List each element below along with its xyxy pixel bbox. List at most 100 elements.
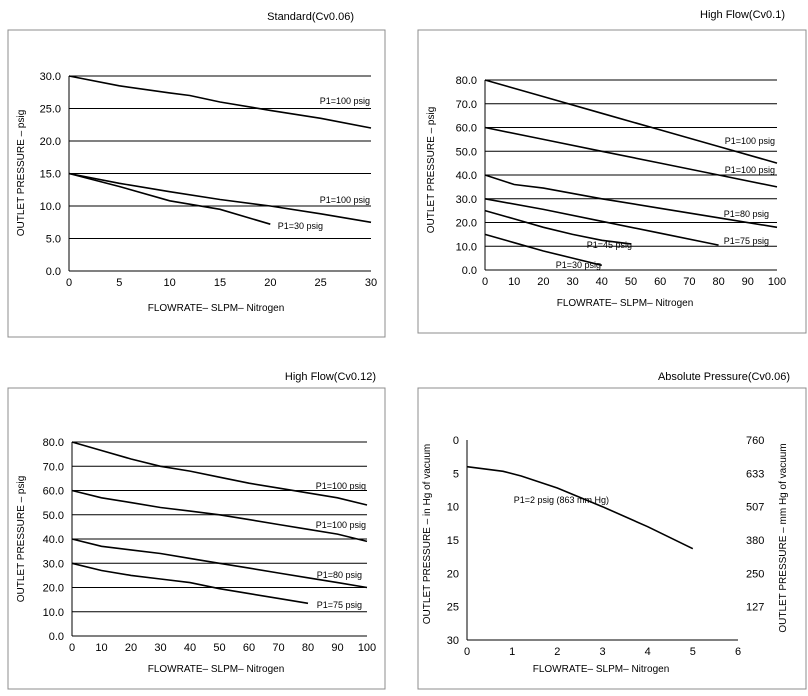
x-tick-label: 70: [683, 276, 695, 288]
x-tick-label: 25: [315, 277, 327, 289]
x-axis-label: FLOWRATE– SLPM– Nitrogen: [148, 664, 285, 675]
y-tick-label: 0.0: [462, 265, 477, 277]
right-y-tick-label: 507: [746, 502, 764, 514]
y-tick-label: 5.0: [46, 234, 61, 246]
chart-1: Standard(Cv0.06) 0.0 5.0 10.0 15.0 20.0 25.0 30…: [7, 11, 386, 338]
y-tick-label: 20.0: [43, 583, 64, 595]
series-label: P1=100 psig: [725, 165, 775, 175]
series-label: P1=100 psig: [316, 520, 366, 530]
y-tick-label: 30.0: [40, 71, 61, 83]
y-tick-label: 70.0: [43, 461, 64, 473]
right-y-axis-label: OUTLET PRESSURE – mm Hg of vacuum: [778, 443, 789, 632]
series-line: [68, 172, 372, 224]
series-line: [484, 209, 632, 245]
x-tick-label: 100: [768, 276, 786, 288]
y-tick-label: 30: [447, 635, 459, 647]
right-y-tick-label: 250: [746, 568, 764, 580]
chart-title: High Flow(Cv0.12): [285, 371, 376, 383]
y-tick-label: 10: [447, 502, 459, 514]
y-tick-label: 10.0: [40, 201, 61, 213]
y-tick-label: 80.0: [43, 437, 64, 449]
x-tick-label: 20: [537, 276, 549, 288]
series-line: [484, 126, 778, 188]
x-tick-label: 20: [125, 642, 137, 654]
x-tick-label: 40: [596, 276, 608, 288]
series-line: [71, 441, 368, 506]
right-y-tick-label: 380: [746, 535, 764, 547]
series-label: P1=45 psig: [587, 240, 632, 250]
y-tick-label: 20: [447, 568, 459, 580]
y-tick-label: 10.0: [43, 607, 64, 619]
y-tick-label: 80.0: [456, 75, 477, 87]
x-tick-label: 20: [264, 277, 276, 289]
series-label: P1=100 psig: [320, 96, 370, 106]
y-axis-label: OUTLET PRESSURE – psig: [426, 107, 437, 234]
series-label: P1=30 psig: [556, 260, 601, 270]
series-line: [466, 465, 694, 550]
series-line: [71, 538, 368, 589]
series-label: P1=100 psig: [316, 481, 366, 491]
y-axis-label: OUTLET PRESSURE – in Hg of vacuum: [422, 444, 433, 624]
x-tick-label: 30: [566, 276, 578, 288]
right-y-tick-label: 633: [746, 468, 764, 480]
series-line: [484, 174, 778, 229]
x-tick-label: 15: [214, 277, 226, 289]
x-axis-label: FLOWRATE– SLPM– Nitrogen: [148, 303, 285, 314]
x-tick-label: 0: [482, 276, 488, 288]
chart-panel: [7, 29, 386, 338]
series-label: P1=2 psig (863 mm Hg): [514, 495, 609, 505]
x-tick-label: 90: [742, 276, 754, 288]
chart-title: Standard(Cv0.06): [267, 11, 354, 23]
y-tick-label: 60.0: [456, 123, 477, 135]
y-tick-label: 20.0: [40, 136, 61, 148]
y-tick-label: 15: [447, 535, 459, 547]
series-label: P1=75 psig: [724, 236, 769, 246]
y-axis-label: OUTLET PRESSURE – psig: [16, 476, 27, 603]
y-tick-label: 25: [447, 602, 459, 614]
y-tick-label: 30.0: [456, 194, 477, 206]
series-line: [71, 562, 309, 605]
series-line: [484, 198, 719, 246]
x-tick-label: 0: [69, 642, 75, 654]
series-label: P1=75 psig: [317, 600, 362, 610]
series-label: P1=30 psig: [278, 221, 323, 231]
series-line: [68, 172, 271, 225]
x-tick-label: 6: [735, 646, 741, 658]
y-tick-label: 0: [453, 435, 459, 447]
y-tick-label: 40.0: [43, 534, 64, 546]
x-tick-label: 80: [302, 642, 314, 654]
x-tick-label: 5: [116, 277, 122, 289]
x-tick-label: 10: [508, 276, 520, 288]
chart-title: Absolute Pressure(Cv0.06): [658, 371, 790, 383]
y-tick-label: 25.0: [40, 104, 61, 116]
x-tick-label: 0: [66, 277, 72, 289]
x-tick-label: 30: [365, 277, 377, 289]
series-label: P1=80 psig: [724, 209, 769, 219]
x-tick-label: 70: [272, 642, 284, 654]
x-tick-label: 3: [599, 646, 605, 658]
series-label: P1=80 psig: [317, 570, 362, 580]
series-label: P1=100 psig: [320, 195, 370, 205]
y-tick-label: 50.0: [456, 146, 477, 158]
x-tick-label: 60: [243, 642, 255, 654]
x-tick-label: 50: [625, 276, 637, 288]
x-tick-label: 40: [184, 642, 196, 654]
chart-3: High Flow(Cv0.12) 0.0 10.0 20.0 30.0 40.0 50.0…: [7, 371, 386, 690]
y-axis-label: OUTLET PRESSURE – psig: [16, 110, 27, 237]
x-tick-label: 5: [690, 646, 696, 658]
chart-panel: [417, 387, 807, 690]
x-axis-label: FLOWRATE– SLPM– Nitrogen: [557, 298, 694, 309]
chart-2: High Flow(Cv0.1) 0.0 10.0 20.0 30.0 40.0 50.0 6…: [417, 9, 807, 334]
x-tick-label: 90: [331, 642, 343, 654]
y-tick-label: 5: [453, 468, 459, 480]
x-tick-label: 50: [213, 642, 225, 654]
y-tick-label: 10.0: [456, 241, 477, 253]
y-tick-label: 70.0: [456, 99, 477, 111]
series-label: P1=100 psig: [725, 136, 775, 146]
x-tick-label: 60: [654, 276, 666, 288]
x-tick-label: 4: [645, 646, 651, 658]
series-line: [484, 79, 778, 164]
y-tick-label: 30.0: [43, 558, 64, 570]
